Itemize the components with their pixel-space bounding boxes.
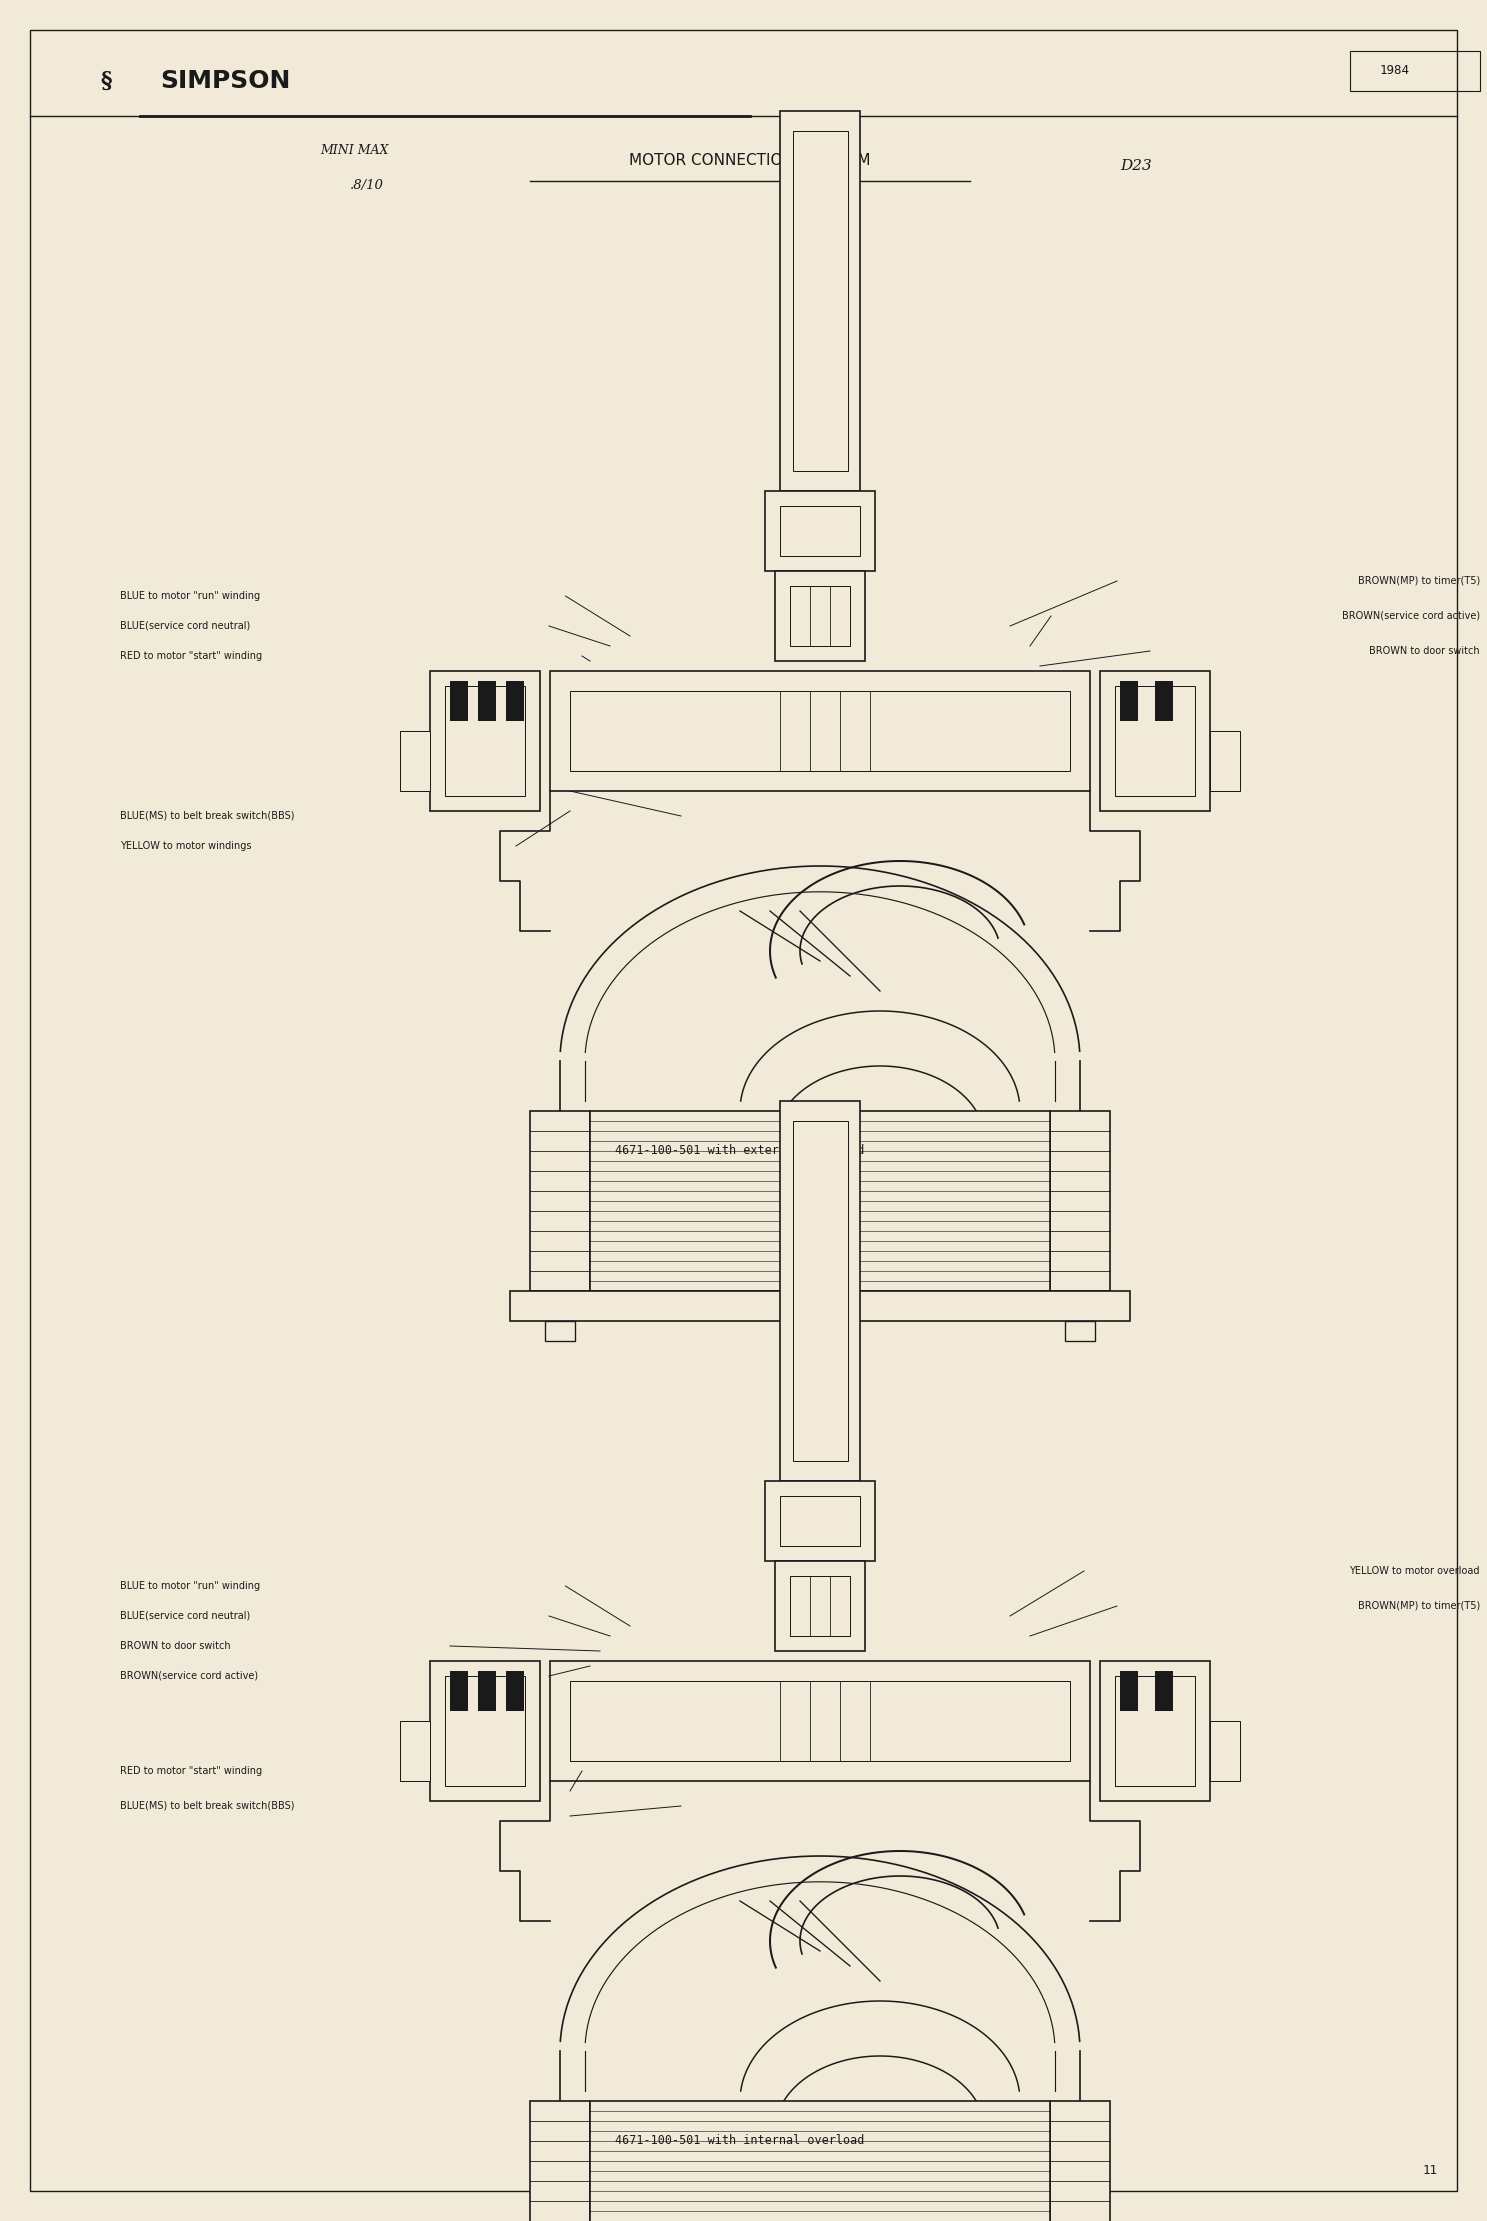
Text: §: § — [100, 71, 112, 91]
Bar — [570, 1681, 1071, 1761]
Bar — [477, 1670, 497, 1710]
Bar — [550, 1661, 1090, 1781]
Bar — [510, 1290, 1130, 1321]
Bar — [477, 682, 497, 722]
Bar — [430, 1661, 540, 1801]
Text: YELLOW to motor overload: YELLOW to motor overload — [1350, 1566, 1480, 1577]
Bar — [570, 691, 1071, 771]
Bar — [781, 1497, 859, 1546]
Bar — [1210, 1721, 1240, 1781]
Bar — [546, 1321, 575, 1341]
Text: BLUE(MS) to belt break switch(BBS): BLUE(MS) to belt break switch(BBS) — [120, 1801, 294, 1810]
Text: MOTOR CONNECTION DIAGRAM: MOTOR CONNECTION DIAGRAM — [629, 153, 871, 169]
Bar — [1350, 51, 1480, 91]
Text: BROWN to door switch: BROWN to door switch — [1370, 646, 1480, 655]
Text: D23: D23 — [1120, 160, 1152, 173]
Text: 4671-100-501 with external overload: 4671-100-501 with external overload — [616, 1144, 864, 1157]
Bar — [781, 1102, 859, 1481]
Text: RED to motor "start" winding: RED to motor "start" winding — [120, 651, 262, 662]
Text: 1984: 1984 — [1380, 64, 1410, 78]
Bar — [550, 671, 1090, 791]
Text: .8/10: .8/10 — [349, 180, 384, 193]
Text: BLUE(service cord neutral): BLUE(service cord neutral) — [120, 622, 250, 631]
Bar — [1050, 1110, 1109, 1290]
Bar — [529, 1110, 590, 1290]
Bar — [1050, 2101, 1109, 2221]
Bar — [451, 682, 468, 722]
Text: BROWN(service cord active): BROWN(service cord active) — [120, 1670, 259, 1681]
Text: BLUE(service cord neutral): BLUE(service cord neutral) — [120, 1610, 250, 1621]
Bar — [1120, 682, 1138, 722]
Bar — [781, 506, 859, 555]
Bar — [590, 1110, 1050, 1290]
Bar — [430, 671, 540, 811]
Bar — [529, 2101, 590, 2221]
Text: SIMPSON: SIMPSON — [161, 69, 290, 93]
Bar — [590, 2101, 1050, 2221]
Bar — [1115, 686, 1196, 795]
Bar — [764, 491, 874, 571]
Text: 4671-100-501 with internal overload: 4671-100-501 with internal overload — [616, 2134, 864, 2148]
Bar — [793, 1122, 848, 1461]
Bar — [506, 1670, 523, 1710]
Bar — [400, 731, 430, 791]
Bar — [790, 586, 851, 646]
Text: BROWN(MP) to timer(T5): BROWN(MP) to timer(T5) — [1358, 575, 1480, 586]
Bar — [1065, 1321, 1094, 1341]
Text: BROWN(MP) to timer(T5): BROWN(MP) to timer(T5) — [1358, 1601, 1480, 1610]
Text: BROWN to door switch: BROWN to door switch — [120, 1641, 230, 1650]
Bar — [1210, 731, 1240, 791]
Text: MINI MAX: MINI MAX — [320, 144, 388, 158]
Bar — [790, 1577, 851, 1637]
Text: 11: 11 — [1423, 2165, 1438, 2177]
Bar — [1120, 1670, 1138, 1710]
Bar — [1100, 1661, 1210, 1801]
Bar — [775, 571, 865, 662]
Bar — [1115, 1677, 1196, 1786]
Bar — [1155, 1670, 1173, 1710]
Bar — [1100, 671, 1210, 811]
Text: BROWN(service cord active): BROWN(service cord active) — [1341, 611, 1480, 622]
Bar — [400, 1721, 430, 1781]
Text: YELLOW to motor windings: YELLOW to motor windings — [120, 842, 251, 851]
Bar — [793, 131, 848, 471]
Text: RED to motor "start" winding: RED to motor "start" winding — [120, 1766, 262, 1777]
Bar — [1155, 682, 1173, 722]
Bar — [781, 111, 859, 491]
Text: BLUE to motor "run" winding: BLUE to motor "run" winding — [120, 591, 260, 602]
Bar — [775, 1561, 865, 1650]
Bar — [445, 1677, 525, 1786]
Bar — [764, 1481, 874, 1561]
Bar — [445, 686, 525, 795]
Text: BLUE(MS) to belt break switch(BBS): BLUE(MS) to belt break switch(BBS) — [120, 811, 294, 822]
Bar — [506, 682, 523, 722]
Text: BLUE to motor "run" winding: BLUE to motor "run" winding — [120, 1581, 260, 1590]
Bar — [451, 1670, 468, 1710]
